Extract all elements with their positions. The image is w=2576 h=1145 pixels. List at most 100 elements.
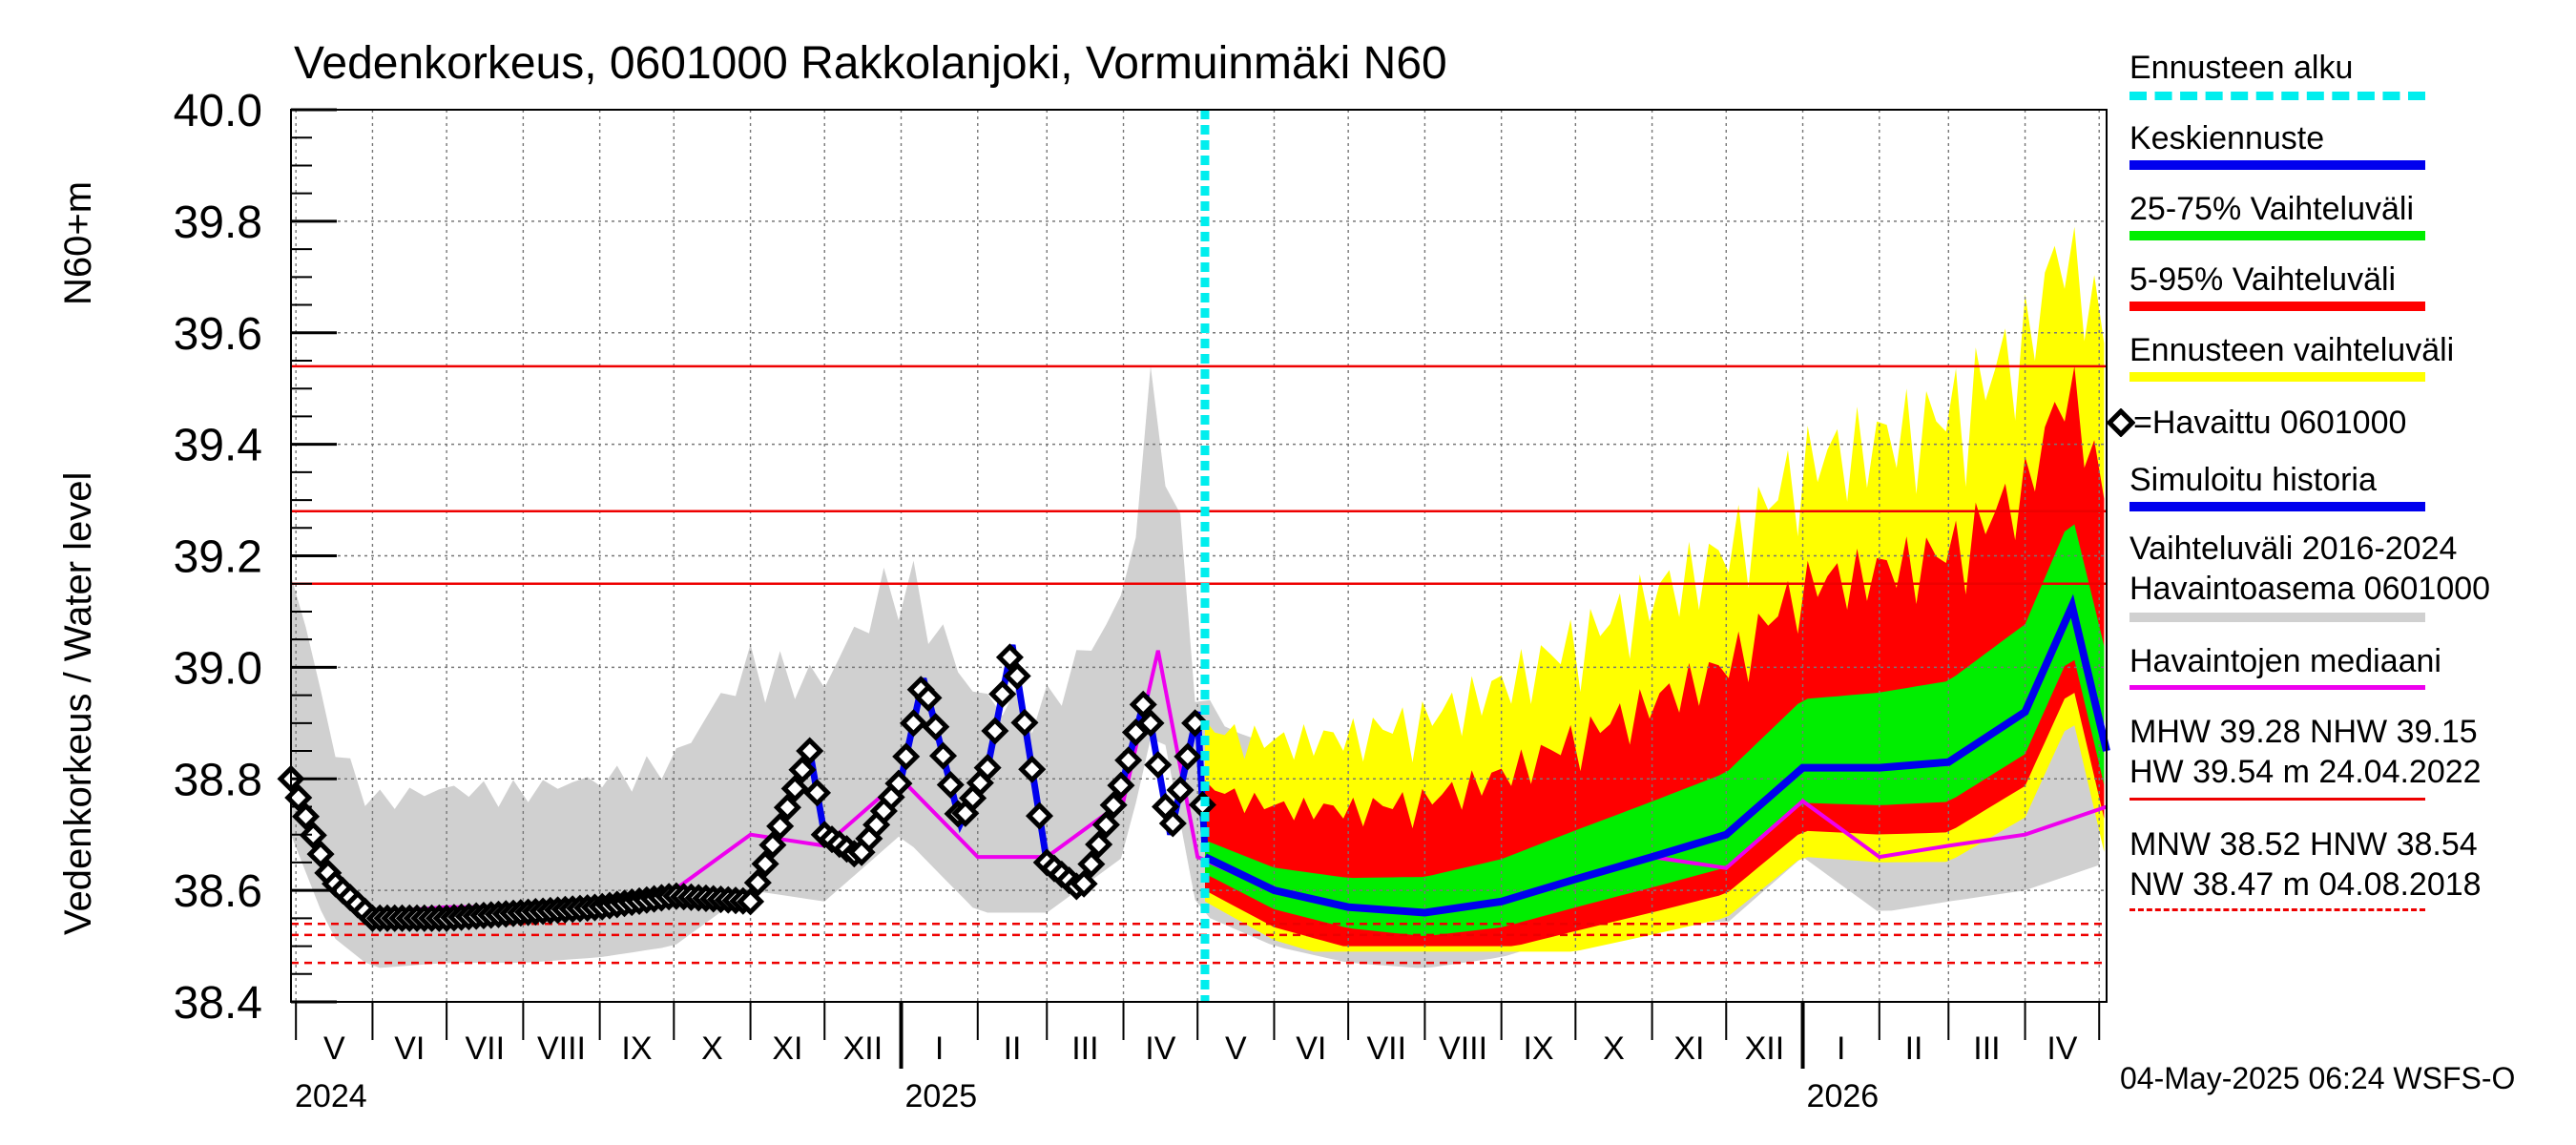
observed-point <box>899 709 927 738</box>
observed-point <box>892 742 921 771</box>
legend-forecast-range-swatch <box>2129 372 2425 382</box>
x-month-label: I <box>1837 1030 1845 1067</box>
x-month-label: VIII <box>537 1030 586 1067</box>
stat-hw-line <box>2129 798 2425 801</box>
observed-point <box>1085 830 1113 859</box>
observed-point <box>737 887 765 916</box>
x-month-label: VII <box>1366 1030 1406 1067</box>
plot-area <box>277 109 2110 1003</box>
observed-point <box>1114 746 1143 775</box>
x-month-label: XII <box>1745 1030 1785 1067</box>
observed-point <box>928 741 958 770</box>
x-month-label: XI <box>1673 1030 1704 1067</box>
x-year-label: 2025 <box>905 1078 978 1114</box>
observed-point <box>1129 690 1157 718</box>
observed-point <box>1070 869 1098 898</box>
x-month-label: IX <box>1523 1030 1553 1067</box>
observed-point <box>291 802 321 831</box>
observed-point <box>758 831 787 860</box>
footer-timestamp: 04-May-2025 06:24 WSFS-O <box>2120 1061 2516 1095</box>
stat-nw-line <box>2129 908 2425 911</box>
x-month-label: X <box>1603 1030 1625 1067</box>
legend-25-75-swatch <box>2129 231 2425 240</box>
observed-point <box>1018 755 1047 783</box>
observed-point <box>796 737 824 765</box>
x-month-label: I <box>935 1030 944 1067</box>
legend-simulated-label: Simuloitu historia <box>2129 462 2377 498</box>
observed-point <box>936 770 965 800</box>
observed-point <box>1181 709 1210 738</box>
x-month-label: II <box>1004 1030 1022 1067</box>
legend-5-95-label: 5-95% Vaihteluväli <box>2129 261 2397 298</box>
observed-point <box>751 849 779 878</box>
observed-point <box>788 756 817 784</box>
x-month-label: VI <box>1296 1030 1326 1067</box>
observed-point <box>914 683 943 712</box>
observed-point <box>1158 809 1187 838</box>
x-month-label: III <box>1973 1030 2000 1067</box>
legend-forecast-start-label: Ennusteen alku <box>2129 50 2354 86</box>
observed-point <box>773 793 801 822</box>
stat-mhw-nhw: MHW 39.28 NHW 39.15 <box>2129 714 2478 750</box>
x-month-label: IV <box>1145 1030 1175 1067</box>
x-month-label: II <box>1905 1030 1923 1067</box>
legend-observed-label: =Havaittu 0601000 <box>2133 405 2407 441</box>
observed-point <box>1010 708 1039 737</box>
y-tick-label: 39.4 <box>174 421 262 471</box>
legend-history-range-label-2: Havaintoasema 0601000 <box>2129 571 2491 607</box>
legend-median-swatch <box>2129 685 2425 690</box>
legend-mean-forecast-label: Keskiennuste <box>2129 120 2325 156</box>
legend-simulated-swatch <box>2129 502 2425 511</box>
observed-point <box>1144 751 1173 780</box>
legend-forecast-start-swatch <box>2129 92 2425 100</box>
y-axis-unit: N60+m <box>57 181 99 305</box>
x-month-label: IX <box>621 1030 652 1067</box>
x-month-label: VIII <box>1439 1030 1487 1067</box>
observed-point <box>1003 662 1031 691</box>
stat-mnw-hnw: MNW 38.52 HNW 38.54 <box>2129 826 2478 863</box>
y-tick-label: 39.0 <box>174 643 262 694</box>
y-tick-label: 39.8 <box>174 198 262 248</box>
axes: 38.438.638.839.039.239.439.639.840.0V VI V… <box>174 86 2108 1114</box>
observed-point <box>1025 802 1054 830</box>
observed-point <box>995 643 1024 672</box>
legend-25-75-label: 25-75% Vaihteluväli <box>2129 191 2414 227</box>
x-month-label: VII <box>465 1030 505 1067</box>
y-tick-label: 38.8 <box>174 755 262 805</box>
chart-title: Vedenkorkeus, 0601000 Rakkolanjoki, Vorm… <box>294 38 1447 89</box>
observed-point <box>306 840 335 868</box>
observed-point <box>766 812 795 841</box>
legend-5-95-swatch <box>2129 302 2425 311</box>
legend-forecast-range-label: Ennusteen vaihteluväli <box>2129 332 2455 368</box>
x-month-label: XII <box>843 1030 883 1067</box>
x-month-label: V <box>1225 1030 1247 1067</box>
y-tick-label: 38.4 <box>174 978 262 1029</box>
legend-mean-forecast-swatch <box>2129 160 2425 170</box>
observed-point <box>973 754 1002 782</box>
y-tick-label: 39.6 <box>174 309 262 360</box>
mean-forecast-line <box>1203 593 2110 917</box>
y-axis-label: Vedenkorkeus / Water level <box>57 472 99 935</box>
observed-point <box>1136 709 1165 738</box>
stat-hw: HW 39.54 m 24.04.2022 <box>2129 754 2482 790</box>
observed-point <box>1166 776 1195 804</box>
x-year-label: 2024 <box>295 1078 367 1114</box>
x-year-label: 2026 <box>1807 1078 1880 1114</box>
x-month-label: X <box>701 1030 723 1067</box>
stat-nw: NW 38.47 m 04.08.2018 <box>2129 866 2482 903</box>
observed-point <box>1099 791 1128 820</box>
observed-point <box>884 769 913 798</box>
observed-point <box>1107 771 1135 800</box>
observed-point <box>299 821 327 849</box>
observed-point <box>988 679 1017 708</box>
legend-history-range-swatch <box>2129 613 2425 622</box>
y-tick-label: 38.6 <box>174 866 262 917</box>
observed-point <box>981 717 1009 745</box>
observed-point <box>922 713 950 741</box>
legend-history-range-label-1: Vaihteluväli 2016-2024 <box>2129 531 2458 567</box>
observed-point <box>802 779 832 807</box>
observed-point <box>1077 850 1106 879</box>
observed-point <box>1174 742 1202 771</box>
x-month-label: XI <box>772 1030 802 1067</box>
